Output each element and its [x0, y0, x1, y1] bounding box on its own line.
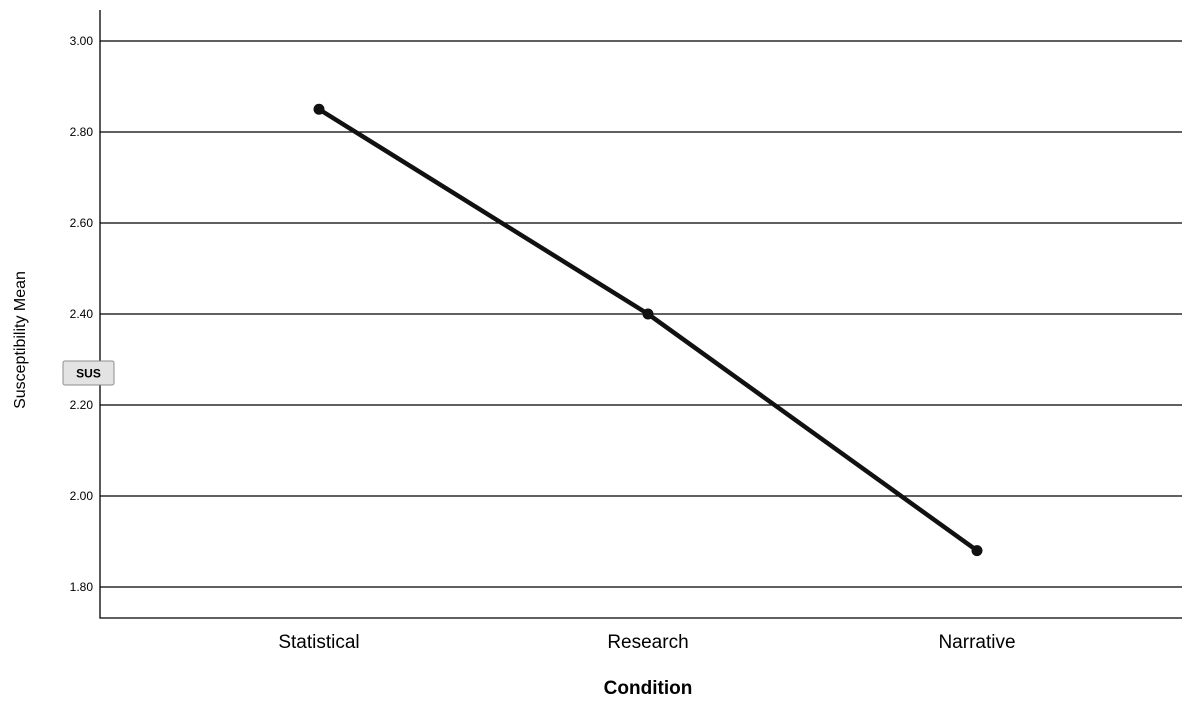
- y-axis-label: Susceptibility Mean: [12, 271, 29, 409]
- x-axis-label: Condition: [604, 678, 693, 698]
- series-line: [316, 107, 980, 553]
- y-tick-labels: 1.80 2.00 2.20 2.40 2.60 2.80 3.00: [70, 34, 94, 594]
- x-tick-label: Research: [607, 632, 688, 653]
- series: [313, 103, 983, 557]
- x-tick-labels: Statistical Research Narrative: [278, 632, 1015, 653]
- y-tick-label: 1.80: [70, 580, 94, 594]
- gridlines: [100, 40, 1182, 588]
- data-point: [971, 545, 983, 557]
- y-tick-label: 3.00: [70, 34, 94, 48]
- plot-frame: [99, 10, 1182, 619]
- sus-badge-box[interactable]: [62, 360, 115, 386]
- data-point: [313, 103, 325, 115]
- sus-badge-label[interactable]: SUS: [76, 367, 101, 381]
- sus-badge[interactable]: SUS: [62, 360, 115, 386]
- y-tick-label: 2.60: [70, 216, 94, 230]
- x-tick-label: Statistical: [278, 632, 359, 653]
- y-tick-label: 2.20: [70, 398, 94, 412]
- y-tick-label: 2.80: [70, 125, 94, 139]
- x-tick-label: Narrative: [938, 632, 1015, 653]
- data-point: [642, 308, 654, 320]
- y-tick-label: 2.00: [70, 489, 94, 503]
- y-tick-label: 2.40: [70, 307, 94, 321]
